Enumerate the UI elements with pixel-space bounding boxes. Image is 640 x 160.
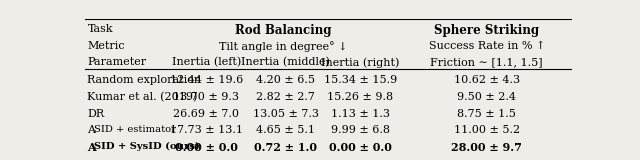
Text: Success Rate in % ↑: Success Rate in % ↑ [429, 41, 545, 51]
Text: 17.73 ± 13.1: 17.73 ± 13.1 [170, 125, 243, 135]
Text: Inertia (left): Inertia (left) [172, 57, 241, 68]
Text: 1.13 ± 1.3: 1.13 ± 1.3 [331, 108, 390, 119]
Text: SID + estimator: SID + estimator [94, 125, 176, 134]
Text: 28.00 ± 9.7: 28.00 ± 9.7 [451, 142, 522, 153]
Text: Friction ∼ [1.1, 1.5]: Friction ∼ [1.1, 1.5] [431, 57, 543, 67]
Text: 13.70 ± 9.3: 13.70 ± 9.3 [173, 92, 239, 102]
Text: Sphere Striking: Sphere Striking [434, 24, 540, 37]
Text: SID + SysID (ours): SID + SysID (ours) [94, 142, 200, 151]
Text: DR: DR [88, 108, 104, 119]
Text: Rod Balancing: Rod Balancing [235, 24, 332, 37]
Text: 15.34 ± 15.9: 15.34 ± 15.9 [324, 75, 397, 85]
Text: Inertia (right): Inertia (right) [321, 57, 399, 68]
Text: 11.00 ± 5.2: 11.00 ± 5.2 [454, 125, 520, 135]
Text: Task: Task [88, 24, 113, 34]
Text: 12.44 ± 19.6: 12.44 ± 19.6 [170, 75, 243, 85]
Text: 0.00 ± 0.0: 0.00 ± 0.0 [329, 142, 392, 153]
Text: 4.20 ± 6.5: 4.20 ± 6.5 [257, 75, 316, 85]
Text: 0.72 ± 1.0: 0.72 ± 1.0 [254, 142, 317, 153]
Text: 0.00 ± 0.0: 0.00 ± 0.0 [175, 142, 238, 153]
Text: 26.69 ± 7.0: 26.69 ± 7.0 [173, 108, 239, 119]
Text: 15.26 ± 9.8: 15.26 ± 9.8 [327, 92, 394, 102]
Text: 9.50 ± 2.4: 9.50 ± 2.4 [457, 92, 516, 102]
Text: Kumar et al. (2019): Kumar et al. (2019) [88, 92, 198, 102]
Text: 10.62 ± 4.3: 10.62 ± 4.3 [454, 75, 520, 85]
Text: 13.05 ± 7.3: 13.05 ± 7.3 [253, 108, 319, 119]
Text: Tilt angle in degree° ↓: Tilt angle in degree° ↓ [219, 41, 348, 52]
Text: 2.82 ± 2.7: 2.82 ± 2.7 [257, 92, 316, 102]
Text: 4.65 ± 5.1: 4.65 ± 5.1 [257, 125, 316, 135]
Text: 8.75 ± 1.5: 8.75 ± 1.5 [458, 108, 516, 119]
Text: A: A [88, 125, 95, 135]
Text: A: A [88, 142, 96, 153]
Text: Metric: Metric [88, 41, 125, 51]
Text: 9.99 ± 6.8: 9.99 ± 6.8 [331, 125, 390, 135]
Text: Inertia (middle): Inertia (middle) [241, 57, 330, 68]
Text: Parameter: Parameter [88, 57, 147, 67]
Text: Random exploration: Random exploration [88, 75, 202, 85]
